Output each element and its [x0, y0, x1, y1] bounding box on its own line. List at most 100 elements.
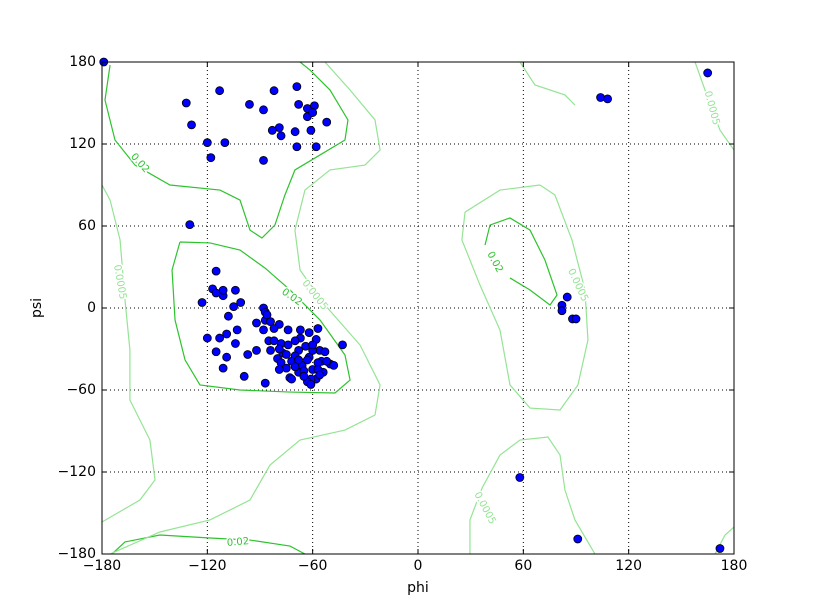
x-tick-label: −120 [188, 558, 226, 574]
y-axis-label: psi [29, 298, 45, 318]
data-point [215, 333, 225, 343]
data-point [573, 534, 583, 544]
data-point [206, 153, 216, 163]
data-point [229, 302, 239, 312]
data-point [259, 105, 268, 115]
data-point [603, 94, 612, 104]
data-point [218, 363, 228, 373]
data-point [218, 285, 228, 295]
contour-line [461, 184, 589, 411]
contour-line [694, 62, 734, 151]
data-point [302, 355, 312, 365]
data-point [269, 336, 279, 346]
data-point [202, 138, 212, 148]
contour-line [109, 62, 381, 554]
data-point [290, 336, 300, 346]
data-point [301, 341, 311, 351]
data-point [185, 220, 195, 230]
data-point [269, 324, 279, 333]
data-point [197, 298, 207, 307]
data-point [211, 266, 221, 276]
data-point [287, 374, 297, 384]
contour-label: 0.02 [226, 536, 249, 549]
data-point [274, 365, 284, 374]
data-point [515, 473, 525, 482]
x-tick-label: 60 [514, 558, 532, 574]
data-point [220, 138, 230, 148]
x-tick-label: 120 [615, 558, 642, 574]
data-point [202, 333, 212, 343]
data-point [181, 98, 191, 108]
data-point [243, 350, 253, 359]
data-point [308, 340, 318, 350]
x-tick-label: −60 [298, 558, 328, 574]
data-point [290, 127, 300, 137]
x-tick-label: 180 [721, 558, 748, 574]
data-point [236, 298, 246, 307]
data-point [308, 108, 318, 117]
data-point [267, 125, 277, 135]
data-point [281, 363, 291, 373]
contour-line [519, 62, 576, 106]
data-point [311, 142, 321, 152]
data-point [252, 318, 261, 328]
data-point [259, 155, 268, 165]
data-point [211, 347, 221, 357]
data-point [260, 378, 270, 388]
contour-line [469, 436, 596, 554]
y-tick-label: 60 [78, 218, 96, 234]
data-point [294, 99, 304, 109]
data-point [294, 355, 304, 365]
data-point [262, 310, 272, 320]
data-point [715, 544, 725, 553]
data-point [306, 125, 316, 135]
data-point [292, 82, 302, 91]
data-point [299, 371, 309, 381]
contour-line [104, 62, 349, 239]
x-tick-label: 0 [414, 558, 423, 574]
x-tick-label: −180 [83, 558, 121, 574]
data-point [283, 325, 293, 335]
data-point [315, 370, 325, 380]
data-point [232, 325, 242, 335]
y-tick-label: 0 [87, 300, 96, 316]
data-point [571, 314, 581, 324]
y-tick-label: −180 [58, 546, 96, 562]
data-point [313, 324, 323, 333]
data-point [266, 345, 275, 355]
y-tick-label: 120 [69, 136, 96, 152]
data-point [338, 340, 347, 350]
data-point [274, 344, 284, 354]
data-point [557, 306, 567, 316]
data-point [231, 285, 240, 295]
data-point [245, 99, 254, 109]
data-point [322, 117, 332, 127]
contour-line [484, 217, 558, 306]
data-point [322, 356, 332, 366]
y-tick-label: −60 [66, 382, 96, 398]
data-point [596, 93, 605, 102]
data-point [292, 142, 302, 152]
data-point [239, 371, 249, 381]
data-point [304, 328, 314, 338]
data-point [252, 345, 261, 355]
data-point [703, 68, 713, 78]
data-point [266, 317, 275, 327]
data-point [320, 347, 330, 357]
data-point [223, 311, 233, 321]
data-point [187, 120, 196, 130]
data-point [562, 292, 572, 302]
data-point [215, 86, 225, 96]
data-point [295, 325, 305, 335]
data-point [283, 340, 293, 350]
contour-line [102, 184, 156, 523]
y-tick-label: −120 [58, 464, 96, 480]
data-point [259, 325, 268, 335]
data-point [281, 350, 291, 359]
data-point [306, 380, 316, 389]
contour-line [111, 534, 306, 554]
x-axis-label: phi [407, 580, 429, 596]
